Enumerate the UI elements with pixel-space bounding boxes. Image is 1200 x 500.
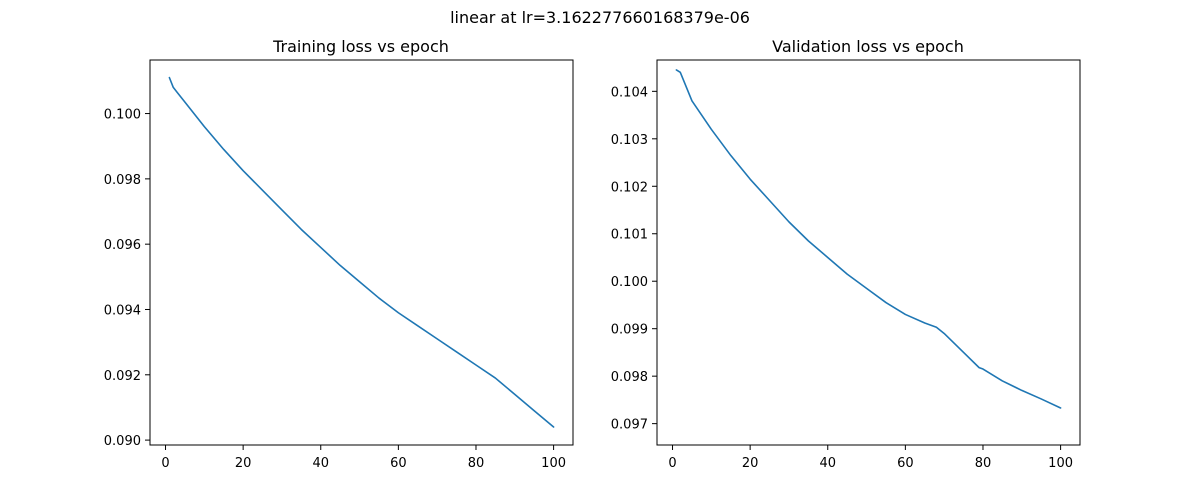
- training-loss-xtick-label: 0: [161, 456, 169, 471]
- validation-loss-frame: [656, 59, 1081, 446]
- validation-loss-marks: 0 20 40 60 80 100 0.097 0.098 0.099 0.100 0.101 0.1…: [611, 69, 1073, 471]
- figure-suptitle: linear at lr=3.162277660168379e-06: [450, 8, 750, 27]
- training-loss-ytick-label: 0.092: [104, 369, 141, 384]
- validation-loss-xtick-label: 40: [819, 456, 836, 471]
- training-loss-ytick-label: 0.098: [104, 173, 141, 188]
- training-loss-series-line: [168, 76, 555, 428]
- training-loss-xtick-label: 60: [390, 456, 407, 471]
- training-loss-xtick-label: 100: [541, 456, 566, 471]
- training-loss-ytick-label: 0.090: [104, 434, 141, 449]
- validation-loss-xtick-label: 20: [742, 456, 759, 471]
- validation-loss-xtick-label: 60: [897, 456, 914, 471]
- validation-loss-ytick-label: 0.098: [611, 370, 648, 385]
- validation-loss-ytick-label: 0.100: [611, 275, 648, 290]
- validation-loss-xtick-label: 80: [975, 456, 992, 471]
- validation-loss-axes: Validation loss vs epoch 0 20 40 60 80 100 0.0…: [611, 37, 1081, 471]
- training-loss-axes: Training loss vs epoch 0 20 40 60 80 100 0.090…: [104, 37, 574, 471]
- validation-loss-xtick-label: 100: [1048, 456, 1073, 471]
- training-loss-xtick-label: 80: [468, 456, 485, 471]
- validation-loss-series-line: [675, 69, 1062, 409]
- validation-loss-title: Validation loss vs epoch: [772, 37, 964, 56]
- validation-loss-ytick-label: 0.099: [611, 323, 648, 338]
- training-loss-ytick-label: 0.094: [104, 303, 141, 318]
- training-loss-marks: 0 20 40 60 80 100 0.090 0.092 0.094 0.096 0.098 0.1…: [104, 76, 566, 471]
- training-loss-frame: [149, 59, 574, 446]
- validation-loss-ytick-label: 0.097: [611, 418, 648, 433]
- training-loss-xtick-label: 40: [312, 456, 329, 471]
- training-loss-ytick-label: 0.100: [104, 108, 141, 123]
- validation-loss-ytick-label: 0.104: [611, 85, 648, 100]
- training-loss-ytick-label: 0.096: [104, 238, 141, 253]
- validation-loss-xtick-label: 0: [668, 456, 676, 471]
- training-loss-title: Training loss vs epoch: [272, 37, 449, 56]
- validation-loss-ytick-label: 0.103: [611, 133, 648, 148]
- validation-loss-ytick-label: 0.102: [611, 180, 648, 195]
- training-loss-xtick-label: 20: [235, 456, 252, 471]
- validation-loss-ytick-label: 0.101: [611, 228, 648, 243]
